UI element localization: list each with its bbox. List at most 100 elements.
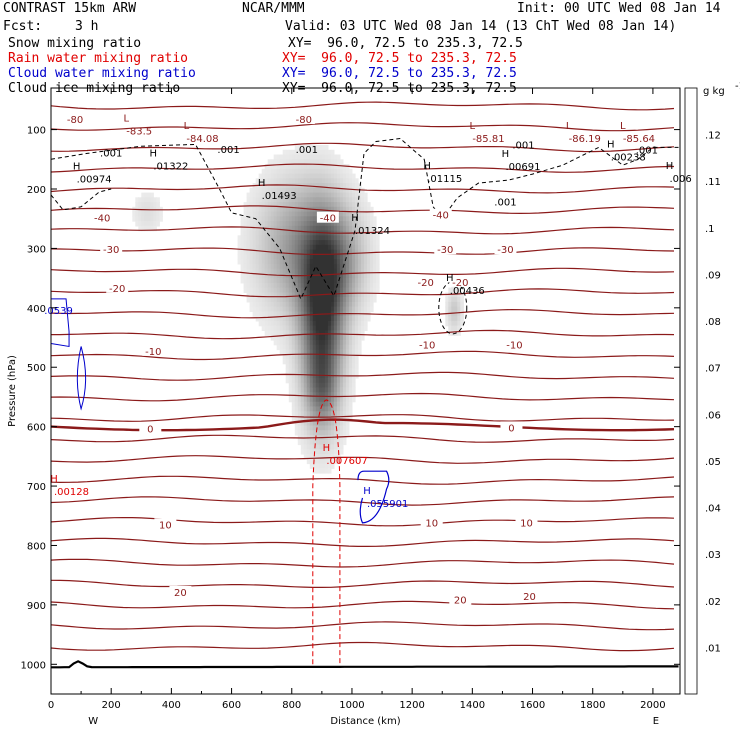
snow-cell <box>309 202 314 208</box>
snow-cell <box>460 316 464 322</box>
snow-cell <box>309 192 314 198</box>
snow-cell <box>324 240 329 246</box>
temperature-contour <box>50 475 675 485</box>
snow-cell <box>309 349 314 355</box>
snow-cell <box>285 373 290 379</box>
snow-cell <box>339 183 344 189</box>
snow-cell <box>288 221 293 227</box>
snow-cell <box>267 240 272 246</box>
snow-cell <box>339 287 344 293</box>
snow-cell <box>303 354 308 360</box>
snow-cell <box>367 306 371 312</box>
snow-cell <box>312 425 317 431</box>
snow-cell <box>448 297 452 303</box>
snow-cell <box>258 197 263 203</box>
snow-cell <box>457 297 461 303</box>
snow-cell <box>312 259 317 265</box>
snow-cell <box>282 216 287 222</box>
snow-cell <box>282 206 287 213</box>
snow-cell <box>315 449 320 455</box>
snow-cell <box>324 297 329 303</box>
snow-cell <box>252 263 257 270</box>
snow-cell <box>318 244 323 251</box>
snow-cell <box>345 187 350 194</box>
snow-cell <box>373 263 377 270</box>
snow-cell <box>451 287 455 293</box>
snow-cell <box>141 216 145 222</box>
snow-cell <box>352 368 356 374</box>
snow-cell <box>327 263 332 270</box>
snow-cell <box>333 396 338 403</box>
snow-cell <box>291 178 296 184</box>
snow-cell <box>336 377 341 384</box>
snow-cell <box>294 425 299 431</box>
snow-cell <box>270 206 275 213</box>
snow-cell <box>376 235 380 241</box>
snow-cell <box>312 377 317 384</box>
extremum-value: .01324 <box>355 226 390 237</box>
snow-cell <box>345 358 350 365</box>
snow-cell <box>291 249 296 255</box>
snow-cell <box>282 297 287 303</box>
colorbar-tick-label: .03 <box>705 550 721 561</box>
snow-cell <box>339 406 344 412</box>
snow-cell <box>291 168 296 175</box>
snow-cell <box>282 197 287 203</box>
snow-cell <box>327 235 332 241</box>
snow-cell <box>312 325 317 331</box>
snow-cell <box>276 221 281 227</box>
snow-cell <box>342 268 347 274</box>
snow-cell <box>267 230 272 236</box>
snow-cell <box>327 463 332 469</box>
fcst-label: Fcst: <box>3 19 43 34</box>
snow-cell <box>264 254 269 260</box>
snow-cell <box>282 330 287 336</box>
snow-cell <box>306 344 311 351</box>
snow-cell <box>333 306 338 312</box>
snow-cell <box>342 335 347 341</box>
snow-cell <box>309 225 314 232</box>
snow-cell <box>324 235 329 241</box>
snow-cell <box>279 164 284 170</box>
snow-cell <box>153 197 157 203</box>
snow-cell <box>318 149 323 156</box>
snow-cell <box>345 387 350 393</box>
snow-cell <box>324 316 329 322</box>
snow-cell <box>276 154 281 160</box>
snow-cell <box>373 287 377 293</box>
snow-cell <box>358 211 362 217</box>
snow-cell <box>138 221 142 227</box>
snow-cell <box>336 244 341 251</box>
snow-cell <box>285 297 290 303</box>
snow-cell <box>267 254 272 260</box>
snow-cell <box>339 202 344 208</box>
snow-cell <box>333 221 338 227</box>
snow-cell <box>315 363 320 370</box>
snow-cell <box>367 297 371 303</box>
snow-cell <box>288 339 293 346</box>
snow-cell <box>291 373 296 379</box>
snow-cell <box>315 325 320 331</box>
x-tick-label: 0 <box>48 700 54 711</box>
snow-cell <box>258 192 263 198</box>
snow-cell <box>279 349 284 355</box>
snow-cell <box>312 349 317 355</box>
snow-cell <box>336 159 341 165</box>
snow-cell <box>303 263 308 270</box>
snow-cell <box>309 240 314 246</box>
snow-cell <box>361 263 365 270</box>
snow-cell <box>294 244 299 251</box>
snow-cell <box>285 240 290 246</box>
snow-contour-label: .001 <box>100 148 122 159</box>
snow-cell <box>279 339 284 346</box>
snow-cell <box>303 311 308 317</box>
snow-cell <box>358 240 362 246</box>
snow-contour-label: .001 <box>636 145 658 156</box>
snow-cell <box>318 297 323 303</box>
snow-cell <box>312 392 317 398</box>
snow-cell <box>309 463 314 469</box>
snow-cell <box>355 206 359 213</box>
snow-cell <box>336 335 341 341</box>
snow-cell <box>300 387 305 393</box>
snow-cell <box>135 221 139 227</box>
